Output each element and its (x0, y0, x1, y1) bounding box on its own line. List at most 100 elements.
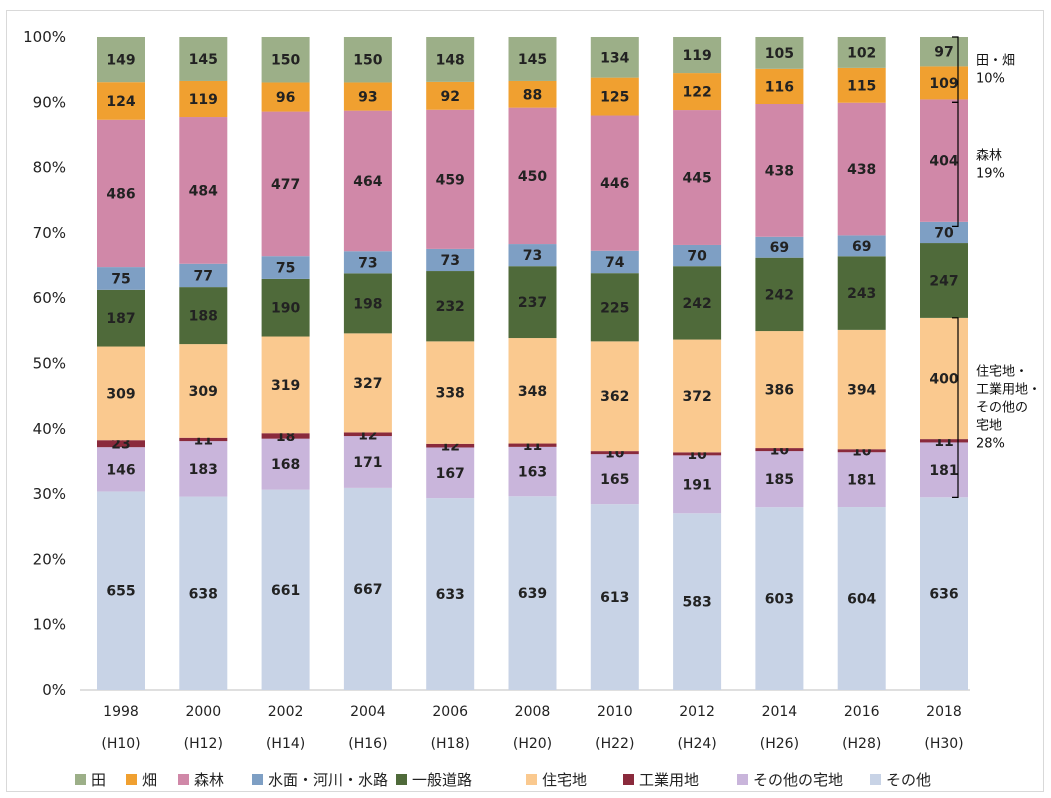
x-tick-label: 2018 (926, 704, 962, 720)
data-label: 633 (436, 587, 465, 603)
legend-label: 一般道路 (412, 771, 472, 789)
bar-segment (755, 448, 804, 452)
annotation-bracket (952, 101, 959, 227)
x-tick-label: 2004 (350, 704, 386, 720)
y-tick-label: 90% (33, 93, 66, 111)
x-tick-sublabel: (H14) (266, 736, 305, 752)
bar-segment (590, 451, 639, 455)
bar-segment (261, 278, 310, 337)
bar-segment (97, 82, 145, 120)
legend-label: その他 (886, 771, 931, 789)
bar-segment (755, 257, 804, 332)
data-label: 198 (353, 296, 382, 312)
bar-segment (261, 256, 310, 279)
data-label: 181 (847, 473, 876, 489)
data-label: 69 (770, 240, 789, 256)
y-tick-label: 30% (33, 485, 66, 503)
annotation-text: 田・畑 (976, 54, 1015, 69)
y-tick-label: 60% (33, 289, 66, 307)
x-tick-sublabel: (H18) (431, 736, 470, 752)
bar-segment (508, 107, 557, 245)
bar-segment (837, 452, 886, 508)
bar-segment (261, 489, 310, 690)
data-label: 404 (929, 154, 958, 170)
bar-segment (97, 37, 145, 83)
bar-segment (343, 333, 392, 433)
bar-segment (837, 329, 886, 450)
bar-segment (343, 82, 392, 111)
bar-segment (673, 513, 722, 690)
bar-segment (920, 317, 968, 440)
bar-segment (590, 77, 639, 116)
bar-segment (673, 244, 722, 267)
data-label: 23 (111, 437, 130, 453)
legend-label: 畑 (142, 771, 157, 789)
data-label: 319 (271, 378, 300, 394)
legend-label: 住宅地 (542, 771, 587, 789)
bar-segment (261, 438, 310, 490)
data-label: 75 (276, 261, 295, 277)
bar-segment (426, 443, 475, 448)
bar-segment (508, 443, 557, 447)
data-label: 73 (440, 253, 459, 269)
data-label: 372 (682, 389, 711, 405)
x-tick-sublabel: (H16) (348, 736, 387, 752)
data-label: 438 (765, 163, 794, 179)
data-label: 181 (929, 463, 958, 479)
bar-segment (179, 80, 228, 118)
data-label: 165 (600, 472, 629, 488)
bar-segment (590, 504, 639, 690)
data-label: 119 (682, 48, 711, 64)
data-label: 394 (847, 383, 876, 399)
data-label: 122 (682, 85, 711, 101)
bar-segment (673, 73, 722, 111)
bar-segment (920, 99, 968, 222)
bar-segment (97, 267, 145, 290)
data-label: 145 (189, 52, 218, 68)
data-label: 77 (194, 268, 213, 284)
bar-segment (343, 436, 392, 488)
bar-segment (673, 455, 722, 514)
bar-segment (261, 37, 310, 83)
legend-swatch (75, 774, 86, 785)
annotation-text: その他の (976, 401, 1028, 416)
data-label: 88 (523, 87, 542, 103)
bar-segment (837, 67, 886, 103)
y-tick-label: 20% (33, 550, 66, 568)
bar-segment (590, 341, 639, 452)
bar-segment (343, 251, 392, 274)
bar-segment (97, 119, 145, 268)
bar-segment (426, 37, 475, 82)
bar-segment (590, 454, 639, 505)
data-label: 400 (929, 371, 958, 387)
data-label: 188 (189, 309, 218, 325)
data-label: 109 (929, 76, 958, 92)
legend-swatch (396, 774, 407, 785)
bar-segment (261, 336, 310, 434)
bar-segment (837, 37, 886, 68)
bar-segment (508, 244, 557, 267)
data-label: 171 (353, 455, 382, 471)
x-tick-label: 2014 (762, 704, 798, 720)
data-label: 75 (111, 271, 130, 287)
legend-swatch (178, 774, 189, 785)
bar-segment (590, 250, 639, 274)
bar-segment (590, 37, 639, 78)
bar-segment (920, 442, 968, 498)
data-label: 603 (765, 592, 794, 608)
legend-swatch (737, 774, 748, 785)
x-tick-sublabel: (H28) (842, 736, 881, 752)
bar-segment (590, 115, 639, 251)
bar-segment (837, 507, 886, 690)
data-label: 655 (106, 584, 135, 600)
bar-segment (179, 437, 228, 442)
bar-segment (97, 346, 145, 441)
y-tick-label: 70% (33, 224, 66, 242)
x-tick-sublabel: (H24) (677, 736, 716, 752)
data-label: 70 (934, 225, 954, 241)
data-label: 148 (436, 52, 465, 68)
bar-segment (673, 110, 722, 245)
bar-segment (673, 452, 722, 456)
bar-segment (179, 117, 228, 264)
